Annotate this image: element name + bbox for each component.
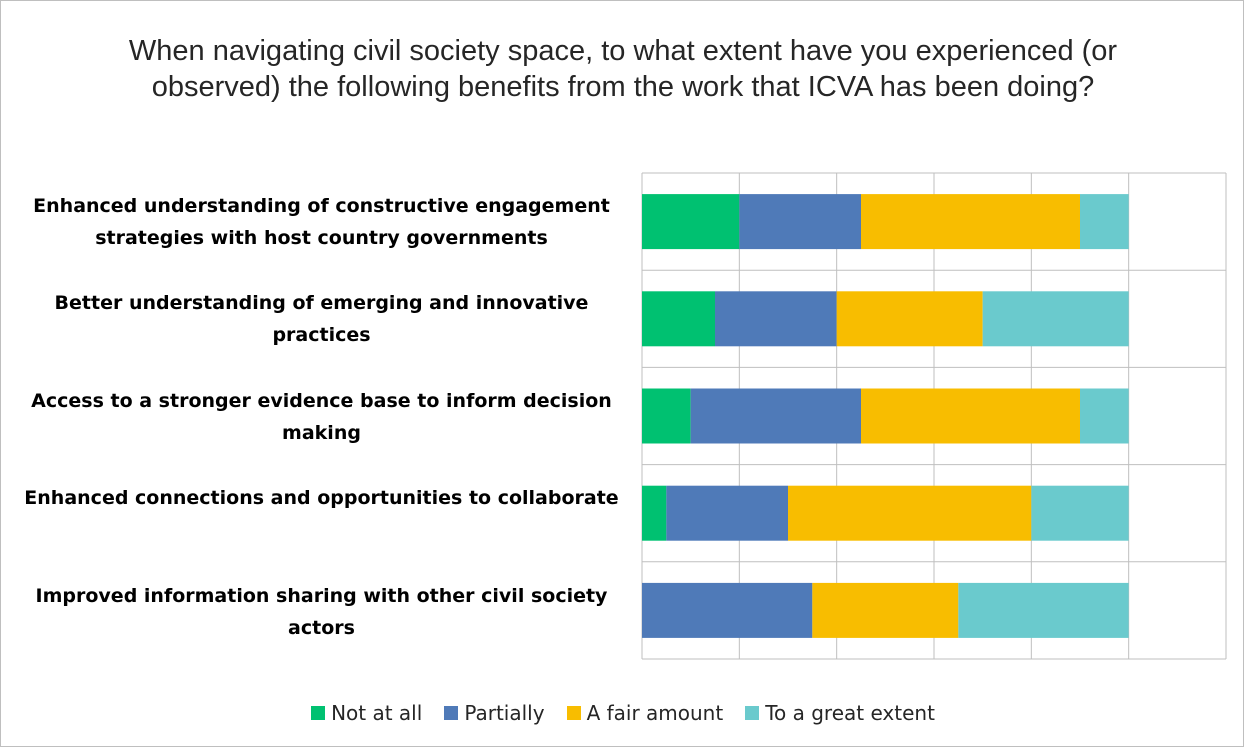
bar-segment [861,388,1080,444]
bar-segment [739,194,861,250]
legend-label: To a great extent [765,701,935,725]
legend-swatch [311,706,326,720]
legend-item: Partially [444,701,545,725]
bar-segment [642,485,667,541]
bar-segment [788,485,1032,541]
bar-segment [690,388,861,444]
bar-segment [1031,485,1129,541]
bar-segment [1080,194,1129,250]
legend-label: Not at all [331,701,423,725]
bar-segment [642,388,691,444]
legend-swatch [745,706,760,720]
legend-label: A fair amount [586,701,724,725]
category-label: Improved information sharing with other … [35,585,608,639]
chart-title: When navigating civil society space, to … [128,35,1118,103]
legend-label: Partially [464,701,545,725]
legend-item: Not at all [311,701,422,725]
bar-segment [666,485,788,541]
bar-segment [982,291,1129,347]
bar-segment [1080,388,1129,444]
legend-swatch [566,706,581,720]
bar-segment [642,582,813,638]
bar-segment [642,291,715,347]
bar-segment [642,194,740,250]
bar-segment [861,194,1080,250]
category-label: Better understanding of emerging and inn… [54,292,589,346]
legend-swatch [444,706,459,720]
bar-segment [715,291,837,347]
category-label: Enhanced connections and opportunities t… [24,487,619,509]
bar-segment [836,291,983,347]
category-label: Access to a stronger evidence base to in… [31,390,612,444]
legend-item: To a great extent [745,701,935,725]
legend: Not at all Partially A fair amount To a gre… [1,701,1243,725]
bar-segment [958,582,1129,638]
bar-segment [812,582,959,638]
legend-item: A fair amount [566,701,724,725]
category-label: Enhanced understanding of constructive e… [33,195,610,249]
